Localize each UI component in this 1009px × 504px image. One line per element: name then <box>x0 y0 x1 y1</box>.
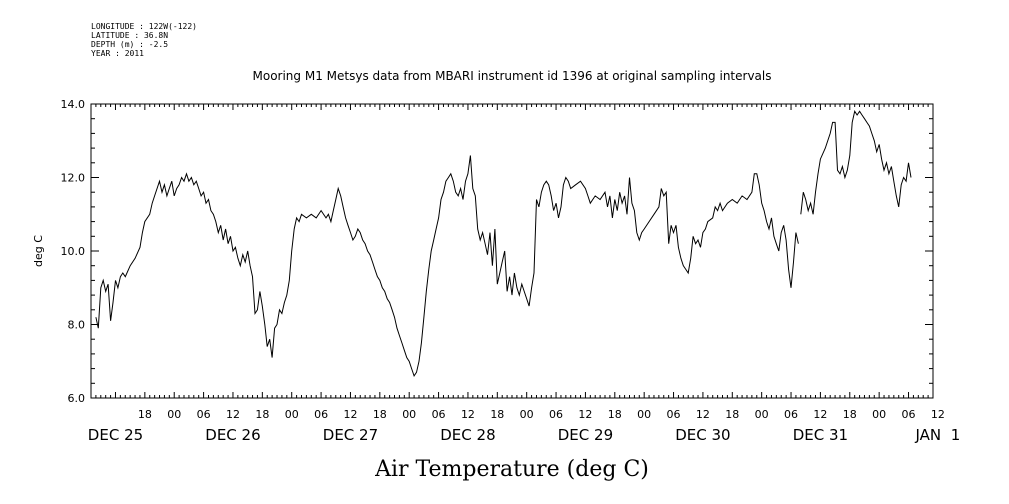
y-axis-title: deg C <box>32 235 45 267</box>
x-day-label: DEC 29 <box>558 426 613 444</box>
x-day-label: JAN 1 <box>915 426 961 444</box>
x-tick-label: 18 <box>138 408 152 421</box>
x-tick-label: 06 <box>314 408 328 421</box>
x-tick-label: 00 <box>637 408 651 421</box>
x-day-label: DEC 25 <box>88 426 143 444</box>
x-tick-label: 06 <box>902 408 916 421</box>
x-tick-label: 12 <box>696 408 710 421</box>
y-tick-label: 6.0 <box>68 392 86 405</box>
latitude-text: LATITUDE : 36.8N <box>91 31 169 40</box>
depth-text: DEPTH (m) : -2.5 <box>91 40 169 49</box>
y-tick-label: 8.0 <box>68 319 86 332</box>
x-tick-label: 00 <box>167 408 181 421</box>
x-axis-title: Air Temperature (deg C) <box>374 457 649 482</box>
x-tick-label: 12 <box>931 408 945 421</box>
year-text: YEAR : 2011 <box>91 49 144 58</box>
series-line <box>95 155 799 378</box>
x-tick-label: 12 <box>461 408 475 421</box>
x-tick-label: 00 <box>755 408 769 421</box>
x-day-label: DEC 27 <box>323 426 378 444</box>
y-tick-label: 12.0 <box>61 172 86 185</box>
x-tick-label: 12 <box>343 408 357 421</box>
x-tick-label: 00 <box>402 408 416 421</box>
series-line <box>800 110 912 215</box>
x-tick-label: 06 <box>197 408 211 421</box>
x-day-label: DEC 30 <box>675 426 730 444</box>
chart-title: Mooring M1 Metsys data from MBARI instru… <box>253 69 772 83</box>
x-tick-label: 00 <box>520 408 534 421</box>
y-tick-label: 10.0 <box>61 245 86 258</box>
x-day-label: DEC 31 <box>793 426 848 444</box>
x-tick-label: 18 <box>490 408 504 421</box>
x-tick-label: 18 <box>608 408 622 421</box>
x-tick-label: 00 <box>872 408 886 421</box>
x-tick-label: 06 <box>667 408 681 421</box>
metadata-block: LONGITUDE : 122W(-122) LATITUDE : 36.8N … <box>91 22 197 58</box>
x-day-label: DEC 26 <box>205 426 260 444</box>
x-tick-label: 06 <box>432 408 446 421</box>
x-day-label: DEC 28 <box>440 426 495 444</box>
plot-frame <box>90 103 934 399</box>
series-group <box>95 110 912 378</box>
x-tick-label: 18 <box>725 408 739 421</box>
x-tick-label: 12 <box>578 408 592 421</box>
x-tick-label: 12 <box>226 408 240 421</box>
y-tick-label: 14.0 <box>61 98 86 111</box>
x-tick-label: 18 <box>373 408 387 421</box>
x-tick-label: 18 <box>255 408 269 421</box>
longitude-text: LONGITUDE : 122W(-122) <box>91 22 197 31</box>
x-tick-label: 06 <box>549 408 563 421</box>
axis-ticks <box>90 103 934 399</box>
x-tick-label: 12 <box>813 408 827 421</box>
y-axis-labels: 6.0 8.0 10.0 12.0 14.0 <box>61 98 86 405</box>
x-tick-label: 00 <box>285 408 299 421</box>
x-axis-labels: 18 00 06 12 18 00 06 12 18 00 06 12 18 00 06 12 18 00 06 12… <box>88 408 960 444</box>
x-tick-label: 06 <box>784 408 798 421</box>
x-tick-label: 18 <box>843 408 857 421</box>
